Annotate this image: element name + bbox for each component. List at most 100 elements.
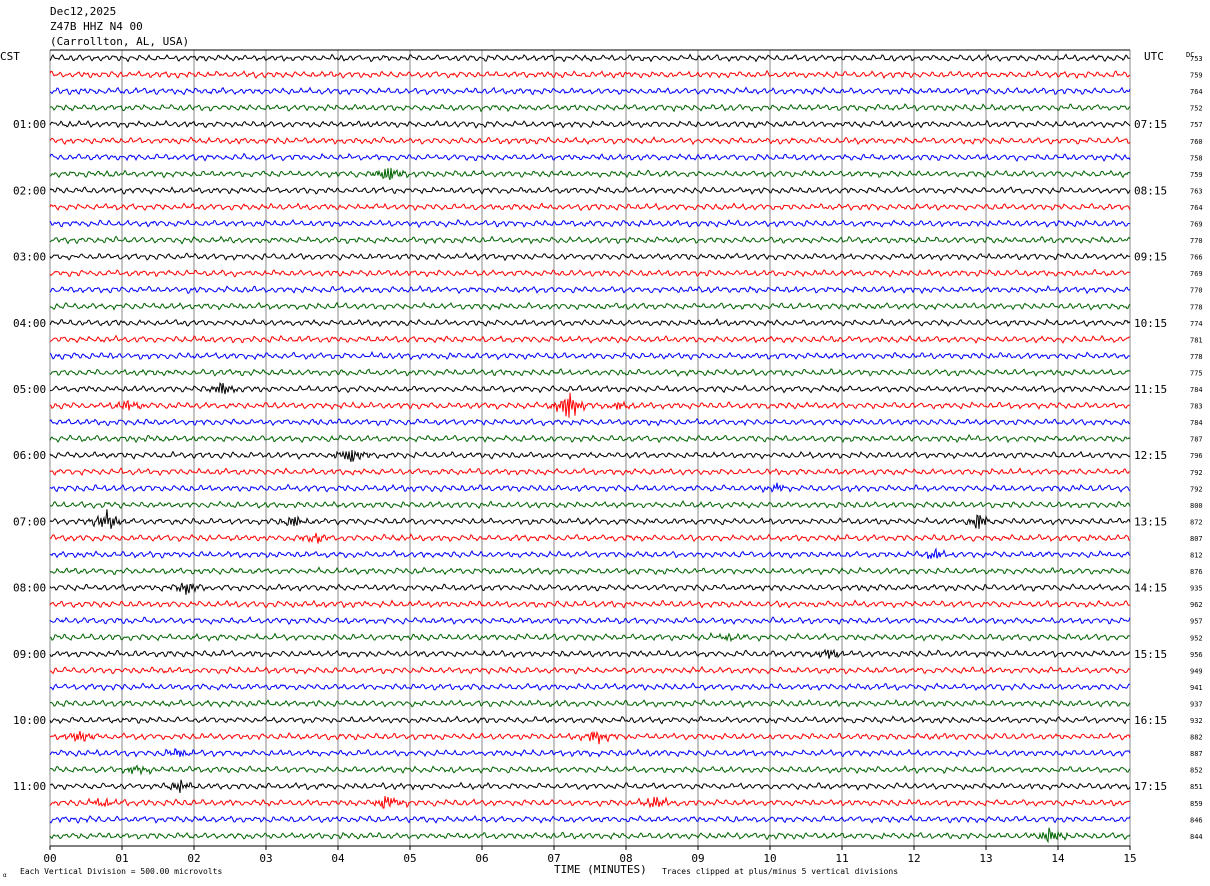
left-time-label: 03:00 (13, 251, 46, 264)
trace-line (49, 547, 1131, 559)
trace-line (49, 449, 1131, 462)
trace-line (49, 152, 1131, 162)
right-time-label: 14:15 (1134, 582, 1167, 595)
right-time-label: 08:15 (1134, 184, 1167, 197)
header-location: (Carrollton, AL, USA) (50, 35, 189, 48)
x-tick-label: 11 (835, 852, 848, 865)
dc-value-label: 957 (1190, 618, 1203, 626)
trace-line (49, 218, 1131, 229)
dc-value-label: 887 (1190, 750, 1203, 758)
right-time-label: 07:15 (1134, 118, 1167, 131)
dc-value-label: 852 (1190, 767, 1203, 775)
dc-value-label: 781 (1190, 336, 1203, 344)
dc-value-label: 769 (1190, 270, 1203, 278)
x-tick-label: 03 (259, 852, 272, 865)
trace-line (49, 186, 1131, 195)
dc-value-label: 770 (1190, 287, 1203, 295)
trace-line (49, 69, 1131, 80)
dc-value-label: 952 (1190, 634, 1203, 642)
left-time-label: 01:00 (13, 118, 46, 131)
x-tick-label: 15 (1123, 852, 1136, 865)
right-time-label: 13:15 (1134, 515, 1167, 528)
x-tick-label: 09 (691, 852, 704, 865)
dc-value-label: 775 (1190, 369, 1203, 377)
trace-line (49, 699, 1131, 709)
trace-line (49, 284, 1131, 295)
trace-line (49, 682, 1131, 692)
trace-line (49, 119, 1131, 129)
x-axis-title: TIME (MINUTES) (554, 863, 647, 876)
trace-line (49, 631, 1131, 643)
right-time-label: 09:15 (1134, 251, 1167, 264)
dc-value-label: 859 (1190, 800, 1203, 808)
left-time-label: 09:00 (13, 648, 46, 661)
header-station: Z47B HHZ N4 00 (50, 20, 143, 33)
trace-line (49, 715, 1131, 725)
x-tick-label: 13 (979, 852, 992, 865)
dc-value-label: 784 (1190, 419, 1203, 427)
clip-note: Traces clipped at plus/minus 5 vertical … (662, 867, 898, 876)
trace-line (49, 268, 1131, 278)
trace-line (49, 368, 1131, 378)
right-time-label: 15:15 (1134, 648, 1167, 661)
dc-value-label: 752 (1190, 105, 1203, 113)
trace-line (49, 334, 1131, 344)
trace-line (49, 167, 1131, 181)
dc-value-label: 876 (1190, 568, 1203, 576)
trace-line (49, 482, 1131, 494)
trace-line (49, 616, 1131, 625)
left-time-label: 04:00 (13, 317, 46, 330)
dc-value-label: 844 (1190, 833, 1203, 841)
left-time-label: 07:00 (13, 515, 46, 528)
dc-value-label: 949 (1190, 667, 1203, 675)
trace-line (49, 795, 1131, 809)
x-tick-label: 14 (1051, 852, 1065, 865)
x-tick-label: 00 (43, 852, 56, 865)
dc-value-label: 812 (1190, 552, 1203, 560)
right-time-label: 12:15 (1134, 449, 1167, 462)
trace-line (49, 509, 1131, 529)
dc-value-label: 800 (1190, 502, 1203, 510)
dc-value-label: 760 (1190, 138, 1203, 146)
right-time-label: 16:15 (1134, 714, 1167, 727)
trace-line (49, 252, 1131, 262)
trace-line (49, 350, 1131, 361)
x-axis-ticks: 00 01 02 03 04 05 06 07 08 09 10 11 12 13 14 15 (43, 846, 1137, 865)
left-time-label: 11:00 (13, 780, 46, 793)
seismic-traces (49, 53, 1131, 844)
left-time-label: 02:00 (13, 184, 46, 197)
right-time-label: 10:15 (1134, 317, 1167, 330)
x-tick-label: 05 (403, 852, 416, 865)
trace-line (49, 500, 1131, 510)
trace-line (49, 748, 1131, 758)
trace-line (49, 566, 1131, 576)
dc-value-label: 941 (1190, 684, 1203, 692)
trace-line (49, 392, 1131, 418)
x-tick-label: 10 (763, 852, 776, 865)
trace-line (49, 814, 1131, 824)
trace-line (49, 301, 1131, 311)
dc-value-label: 807 (1190, 535, 1203, 543)
trace-line (49, 779, 1131, 794)
right-timezone-label: UTC (1144, 50, 1164, 63)
minute-gridlines (49, 49, 1131, 847)
dc-value-label: 770 (1190, 237, 1203, 245)
trace-line (49, 827, 1131, 844)
dc-value-label: 882 (1190, 734, 1203, 742)
dc-value-label: 932 (1190, 717, 1203, 725)
trace-line (49, 648, 1131, 659)
right-time-label: 17:15 (1134, 780, 1167, 793)
trace-line (49, 53, 1131, 63)
dc-value-label: 764 (1190, 204, 1203, 212)
x-tick-label: 01 (115, 852, 128, 865)
trace-line (49, 235, 1131, 245)
trace-line (49, 136, 1131, 146)
dc-value-label: 935 (1190, 585, 1203, 593)
trace-line (49, 582, 1131, 595)
trace-line (49, 533, 1131, 544)
dc-value-label: 872 (1190, 518, 1203, 526)
dc-value-label: 759 (1190, 72, 1203, 80)
x-tick-label: 12 (907, 852, 920, 865)
scale-note: Each Vertical Division = 500.00 microvol… (20, 867, 222, 876)
dc-value-label: 787 (1190, 436, 1203, 444)
